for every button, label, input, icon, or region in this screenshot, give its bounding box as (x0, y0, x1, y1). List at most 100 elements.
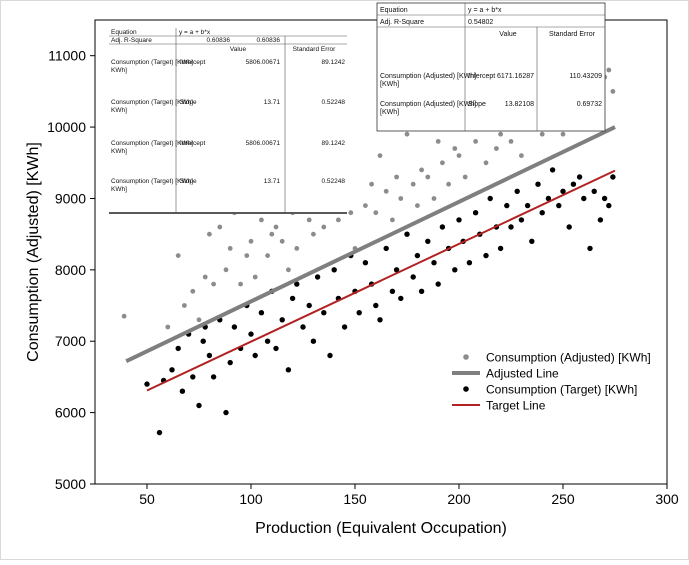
target-point (576, 174, 583, 180)
target-point (570, 181, 577, 187)
x-tick-label: 150 (343, 491, 367, 507)
adjusted-point (456, 153, 462, 159)
adjusted-point (182, 303, 187, 308)
fit-table-row-param: Intercept (468, 73, 495, 80)
legend-marker (463, 386, 469, 392)
adjusted-point (348, 210, 354, 216)
adjusted-point (440, 160, 445, 166)
target-point (497, 245, 504, 252)
x-tick-label: 50 (139, 491, 155, 507)
target-point (294, 281, 300, 287)
adjusted-point (311, 231, 316, 237)
legend: Consumption (Adjusted) [KWh] Adjusted Lin… (452, 351, 651, 413)
adjusted-point (121, 313, 127, 319)
fit-table-col-error: Standard Error (293, 46, 336, 53)
adjusted-point (398, 196, 404, 201)
target-point (279, 317, 285, 323)
fit-table-row-value: 6171.16287 (497, 73, 534, 80)
target-point (156, 429, 163, 436)
adjusted-point (419, 167, 424, 173)
fit-table-row-name: Consumption (Adjusted) [KWh] (380, 73, 476, 80)
fit-table-row-param: Slope (180, 99, 197, 106)
fit-table-row-value: 13.71 (264, 99, 281, 106)
target-point (404, 231, 410, 237)
adjusted-point (473, 139, 478, 144)
adjusted-point (383, 188, 389, 194)
legend-label: Consumption (Target) [KWh] (486, 383, 637, 397)
adjusted-point (462, 174, 468, 180)
adjusted-point (321, 224, 327, 230)
fit-table-col-error: Standard Error (549, 31, 596, 38)
fit-table-row-unit: [KWh] (380, 109, 399, 116)
adjusted-point (211, 281, 217, 287)
target-point (289, 295, 296, 302)
target-point (231, 324, 238, 330)
fit-table-target: Equation y = a + b*x Adj. R-Square 0.608… (109, 28, 347, 214)
adjusted-point (286, 267, 291, 273)
adjusted-point (265, 253, 270, 258)
y-tick-label: 7000 (55, 333, 86, 349)
fit-table-rsq-value: 0.60836 (257, 37, 281, 44)
fit-table-row-name: Consumption (Adjusted) [KWh] (380, 101, 476, 108)
adjusted-point (390, 217, 395, 223)
target-point (524, 202, 531, 209)
fit-table-equation: y = a + b*x (179, 29, 211, 36)
adjusted-point (279, 238, 285, 244)
target-point (587, 245, 593, 252)
fit-table-row-value: 13.82108 (505, 101, 534, 108)
adjusted-point (606, 67, 612, 73)
adjusted-point (306, 217, 312, 223)
target-point (597, 217, 604, 223)
target-point (175, 345, 181, 352)
adjusted-point (217, 224, 223, 230)
adjusted-point (539, 131, 545, 137)
target-point (549, 167, 556, 173)
adjusted-point (425, 174, 431, 180)
adjusted-point (244, 253, 250, 258)
fit-table-row-name: Consumption (Target) [KWh] (111, 59, 193, 66)
target-point (273, 345, 279, 352)
fit-table-row-value: 13.71 (264, 178, 281, 185)
adjusted-point (431, 196, 437, 201)
target-point (210, 374, 217, 380)
fit-table-col-value: Value (499, 31, 516, 38)
adjusted-point (248, 238, 254, 244)
target-point (169, 367, 175, 373)
fit-table-row-name: Consumption (Target) [KWh] (111, 99, 193, 106)
y-tick-label: 11000 (48, 48, 86, 64)
fit-table-row-error: 0.52248 (322, 178, 346, 185)
adjusted-point (435, 139, 441, 144)
target-point (258, 310, 265, 316)
target-point (285, 367, 292, 373)
adjusted-point (165, 324, 171, 330)
target-point (341, 324, 348, 330)
fit-table-row-param: Intercept (180, 140, 205, 147)
target-point (144, 381, 150, 387)
fit-table-row-unit: KWh] (111, 107, 127, 114)
target-line (146, 169, 616, 392)
target-point (487, 195, 493, 202)
adjusted-point (336, 217, 341, 223)
target-point (414, 252, 421, 259)
target-point (539, 210, 545, 216)
target-point (310, 338, 317, 344)
target-point (196, 402, 202, 409)
adjusted-point (377, 153, 383, 159)
fit-table-row-error: 0.52248 (322, 99, 346, 106)
legend-label: Adjusted Line (486, 367, 559, 381)
fit-table-row-unit: [KWh] (380, 81, 399, 88)
y-axis: 5000 6000 7000 8000 9000 10000 11000 (47, 48, 95, 492)
fit-table-row-unit: KWh] (111, 148, 127, 155)
target-point (190, 374, 196, 380)
adjusted-point (207, 231, 212, 237)
target-point (606, 202, 612, 209)
target-point (483, 252, 489, 259)
adjusted-point (175, 253, 181, 258)
y-tick-label: 8000 (55, 262, 86, 278)
target-point (452, 267, 458, 273)
adjusted-point (394, 174, 399, 180)
y-axis-label: Consumption (Adjusted) [KWh] (25, 142, 42, 362)
target-point (601, 195, 608, 202)
fit-table-row-error: 0.69732 (577, 101, 602, 108)
